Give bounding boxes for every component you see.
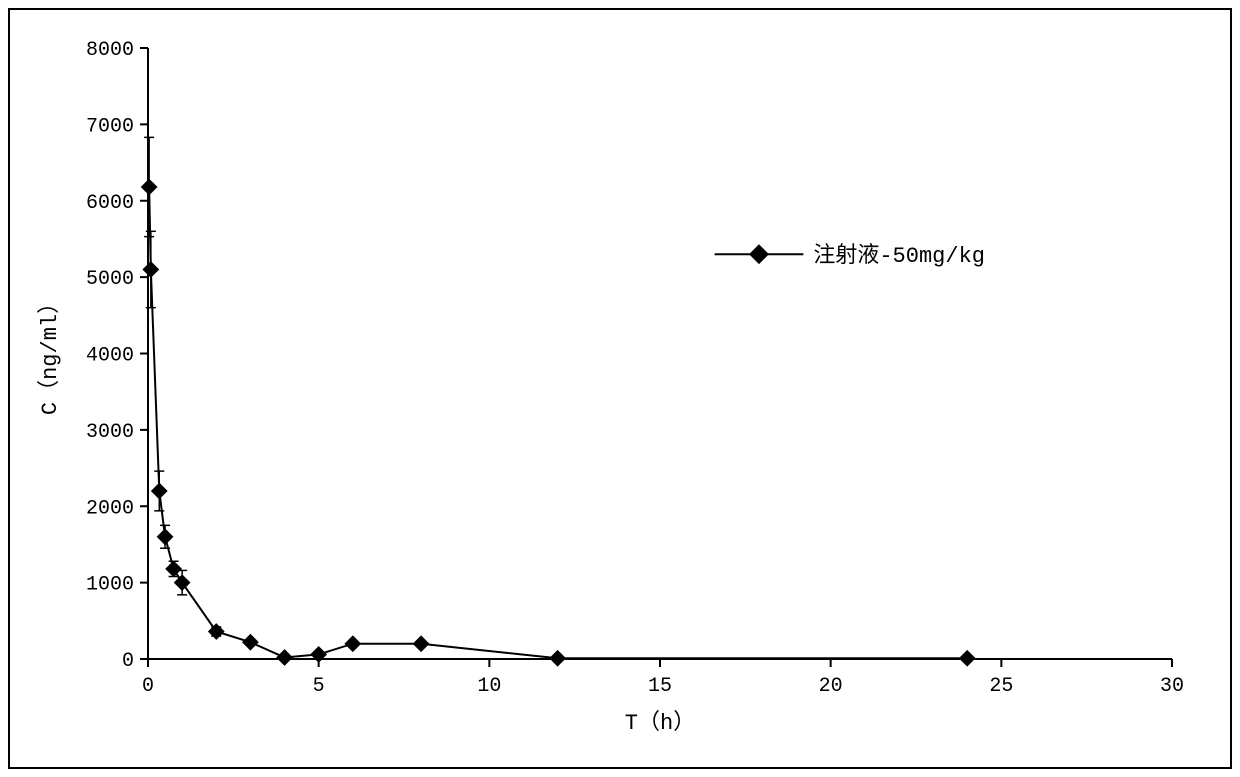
x-tick-label: 10 <box>477 675 501 698</box>
y-tick-label: 1000 <box>86 574 134 597</box>
y-tick-label: 6000 <box>86 192 134 215</box>
chart-svg: 0 5 10 15 20 25 30 0 1000 2000 3000 4000 5000 6000 700… <box>28 28 1212 749</box>
x-axis-label: T（h） <box>625 711 695 736</box>
y-axis-label: C（ng/ml） <box>38 292 63 415</box>
chart-container: 0 5 10 15 20 25 30 0 1000 2000 3000 4000 5000 6000 700… <box>28 28 1212 749</box>
y-tick-label: 8000 <box>86 39 134 62</box>
plot-bg <box>28 28 1212 749</box>
x-tick-label: 20 <box>819 675 843 698</box>
legend-label: 注射液-50mg/kg <box>813 243 985 269</box>
x-tick-label: 5 <box>313 675 325 698</box>
y-tick-label: 3000 <box>86 421 134 444</box>
y-tick-label: 5000 <box>86 268 134 291</box>
y-tick-label: 0 <box>122 650 134 673</box>
x-tick-label: 15 <box>648 675 672 698</box>
y-tick-label: 2000 <box>86 497 134 520</box>
y-tick-label: 4000 <box>86 345 134 368</box>
x-tick-label: 25 <box>989 675 1013 698</box>
y-tick-label: 7000 <box>86 115 134 138</box>
x-tick-label: 30 <box>1160 675 1184 698</box>
x-tick-label: 0 <box>142 675 154 698</box>
